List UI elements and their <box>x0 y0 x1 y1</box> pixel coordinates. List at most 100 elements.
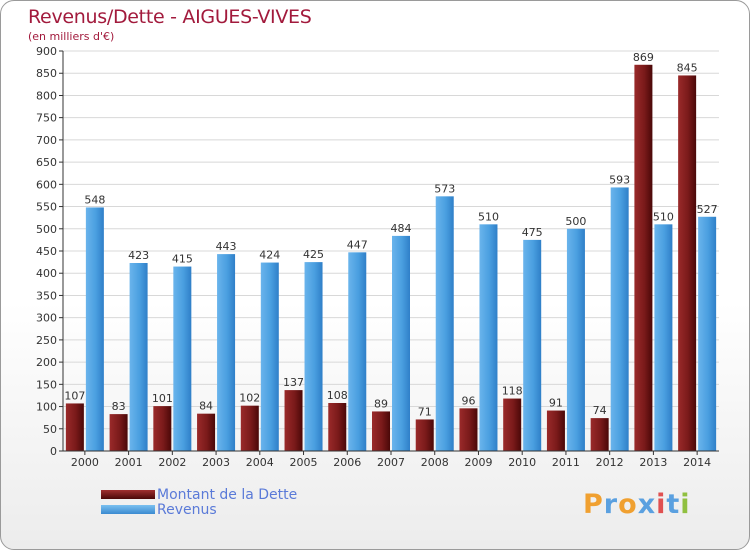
data-label-revenus: 510 <box>653 210 674 223</box>
bar-dette <box>65 403 84 451</box>
bar-dette <box>197 413 216 451</box>
legend-item-revenus: Revenus <box>101 501 297 518</box>
bar-revenus <box>523 239 542 451</box>
data-label-dette: 84 <box>199 400 213 413</box>
data-label-dette: 108 <box>327 389 348 402</box>
data-label-revenus: 527 <box>697 203 718 216</box>
y-tick-label: 350 <box>36 289 57 302</box>
data-label-dette: 101 <box>152 392 173 405</box>
data-label-revenus: 593 <box>609 173 630 186</box>
bar-revenus <box>129 263 148 451</box>
y-tick-label: 500 <box>36 223 57 236</box>
x-tick-label: 2012 <box>596 456 624 469</box>
y-tick-label: 650 <box>36 156 57 169</box>
logo-letter: i <box>680 489 691 520</box>
bar-revenus <box>260 262 279 451</box>
x-tick-label: 2009 <box>464 456 492 469</box>
y-tick-label: 150 <box>36 378 57 391</box>
bar-dette <box>372 411 390 451</box>
bar-dette <box>240 405 259 451</box>
legend-item-dette: Montant de la Dette <box>101 486 298 503</box>
data-label-dette: 71 <box>418 405 432 418</box>
data-label-dette: 869 <box>633 51 654 64</box>
y-tick-label: 400 <box>36 267 57 280</box>
data-label-dette: 137 <box>283 376 304 389</box>
y-tick-label: 550 <box>36 201 57 214</box>
y-tick-label: 750 <box>36 112 57 125</box>
data-label-revenus: 424 <box>259 249 280 262</box>
y-tick-label: 800 <box>36 89 57 102</box>
data-label-revenus: 548 <box>84 193 105 206</box>
data-label-revenus: 425 <box>303 248 324 261</box>
data-label-revenus: 423 <box>128 249 149 262</box>
y-tick-label: 50 <box>43 423 57 436</box>
data-label-revenus: 443 <box>216 240 237 253</box>
bar-revenus <box>698 216 717 451</box>
y-tick-label: 100 <box>36 401 57 414</box>
logo-letter: r <box>603 489 619 520</box>
data-label-dette: 91 <box>549 397 563 410</box>
legend-label-revenus: Revenus <box>157 501 217 518</box>
bar-dette <box>415 419 434 451</box>
legend-swatch-dette <box>101 490 155 499</box>
data-label-revenus: 415 <box>172 253 193 266</box>
y-tick-label: 600 <box>36 178 57 191</box>
x-tick-label: 2002 <box>158 456 186 469</box>
bar-dette <box>153 406 172 451</box>
x-tick-label: 2010 <box>508 456 536 469</box>
bar-dette <box>328 403 347 451</box>
bar-dette <box>109 414 128 451</box>
data-label-revenus: 447 <box>347 238 368 251</box>
x-tick-label: 2001 <box>115 456 143 469</box>
bar-revenus <box>435 196 454 451</box>
bar-revenus <box>392 235 410 451</box>
chart-legend: Montant de la Dette Revenus <box>101 486 298 518</box>
data-label-revenus: 510 <box>478 210 499 223</box>
data-label-dette: 102 <box>239 392 260 405</box>
chart-subtitle: (en milliers d'€) <box>28 30 115 43</box>
bar-revenus <box>173 266 192 451</box>
data-label-revenus: 484 <box>391 222 412 235</box>
data-label-dette: 845 <box>677 61 698 74</box>
data-label-dette: 118 <box>502 385 523 398</box>
legend-label-dette: Montant de la Dette <box>157 486 298 503</box>
y-tick-label: 300 <box>36 312 57 325</box>
logo-letter: x <box>637 489 657 520</box>
data-label-dette: 89 <box>374 397 388 410</box>
logo-letter: o <box>618 489 638 520</box>
bar-revenus <box>479 224 498 451</box>
legend-swatch-revenus <box>101 505 155 514</box>
data-label-revenus: 500 <box>565 215 586 228</box>
bar-dette <box>634 64 653 452</box>
proxiti-logo: Proxiti <box>583 489 691 520</box>
bar-dette <box>590 418 609 451</box>
bar-dette <box>459 408 478 451</box>
y-tick-label: 450 <box>36 245 57 258</box>
x-tick-label: 2008 <box>421 456 449 469</box>
x-tick-label: 2000 <box>71 456 99 469</box>
y-tick-label: 700 <box>36 134 57 147</box>
bar-dette <box>546 410 565 451</box>
logo-letter: P <box>583 489 604 520</box>
chart-title: Revenus/Dette - AIGUES-VIVES <box>28 6 312 28</box>
y-tick-label: 250 <box>36 334 57 347</box>
bar-dette <box>503 398 522 451</box>
logo-letter: i <box>656 489 667 520</box>
data-label-revenus: 475 <box>522 226 543 239</box>
x-tick-label: 2011 <box>552 456 580 469</box>
data-label-dette: 107 <box>64 389 85 402</box>
data-label-revenus: 573 <box>434 182 455 195</box>
bar-revenus <box>566 228 585 451</box>
y-tick-label: 850 <box>36 67 57 80</box>
x-tick-label: 2014 <box>683 456 711 469</box>
bar-revenus <box>654 224 673 451</box>
x-tick-label: 2005 <box>290 456 318 469</box>
x-tick-label: 2006 <box>333 456 361 469</box>
bar-revenus <box>85 207 104 451</box>
y-tick-label: 200 <box>36 356 57 369</box>
bar-dette <box>678 75 697 451</box>
data-label-dette: 83 <box>112 400 126 413</box>
logo-letter: t <box>666 489 681 520</box>
bar-revenus <box>217 254 236 451</box>
